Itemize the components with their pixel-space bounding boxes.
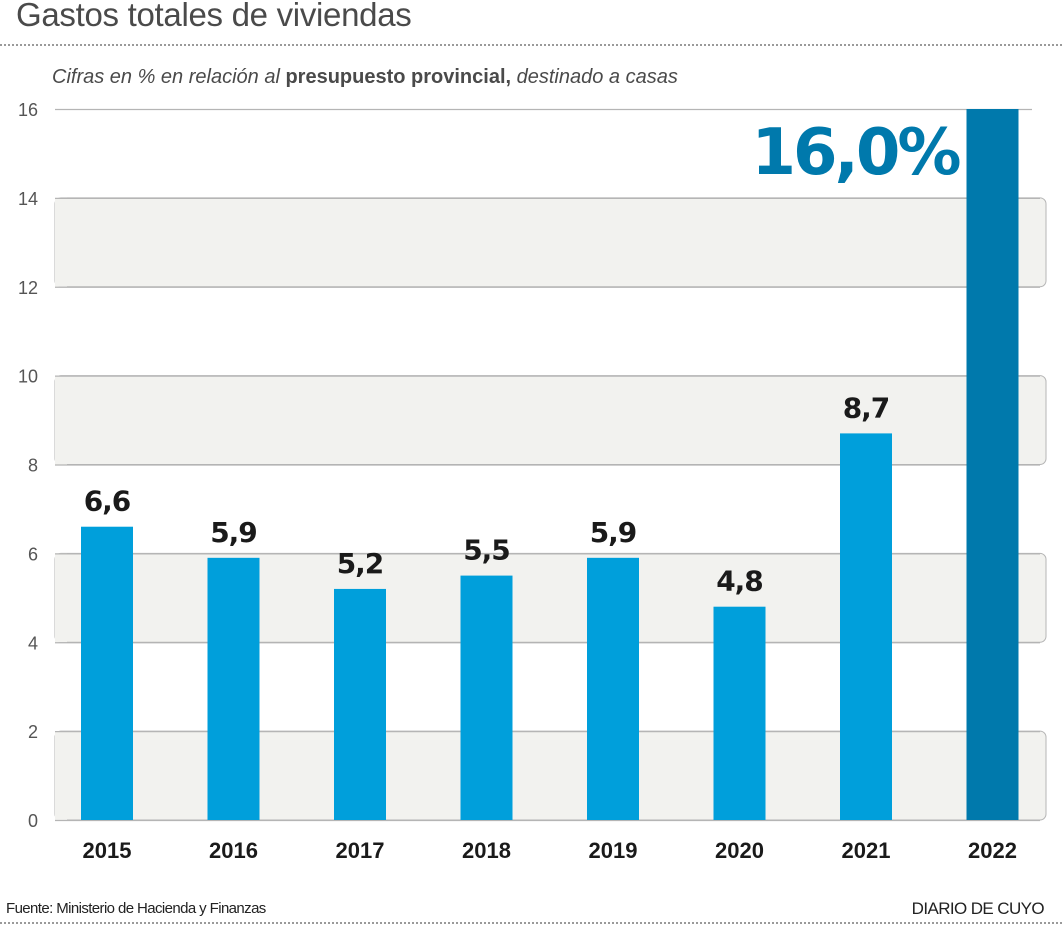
data-label: 5,9 (590, 516, 637, 549)
x-tick-label: 2015 (83, 838, 132, 863)
y-tick-label: 8 (28, 456, 38, 476)
grid-band-left-fill (55, 553, 67, 643)
data-label: 5,2 (337, 547, 384, 580)
x-tick-label: 2019 (589, 838, 638, 863)
data-label: 6,6 (84, 485, 131, 518)
subtitle-part3: destinado a casas (511, 66, 678, 88)
x-tick-label: 2020 (715, 838, 764, 863)
x-tick-label: 2017 (336, 838, 385, 863)
data-label: 5,9 (210, 516, 257, 549)
grid-band-left-fill (55, 731, 67, 820)
y-tick-label: 0 (28, 811, 38, 831)
y-tick-label: 2 (28, 722, 38, 742)
bar-2020 (713, 606, 766, 820)
y-tick-label: 4 (28, 633, 38, 653)
grid-band-left-fill (55, 375, 67, 465)
x-tick-label: 2022 (968, 838, 1017, 863)
bar-2019 (587, 557, 639, 820)
subtitle-part1: Cifras en % en relación al (52, 66, 286, 88)
bar-2017 (334, 588, 386, 820)
source-note: Fuente: Ministerio de Hacienda y Finanza… (6, 900, 266, 917)
x-tick-label: 2021 (842, 838, 891, 863)
bar-2021 (840, 433, 892, 820)
bar-2022 (966, 109, 1019, 820)
grid-band (54, 197, 1047, 288)
bar-2016 (207, 557, 260, 820)
grid-band (54, 552, 1047, 643)
data-label: 8,7 (843, 391, 890, 424)
grid-band (54, 730, 1047, 821)
y-tick-label: 12 (18, 278, 38, 298)
x-tick-label: 2016 (209, 838, 258, 863)
data-label: 4,8 (716, 565, 763, 598)
chart-title: Gastos totales de viviendas (16, 0, 412, 33)
bar-2018 (460, 575, 513, 820)
y-tick-label: 16 (18, 100, 38, 120)
data-label-highlight: 16,0% (751, 116, 960, 190)
grid-band-left-fill (55, 197, 67, 287)
y-tick-label: 6 (28, 544, 38, 564)
title-divider (0, 44, 1062, 46)
data-label: 5,5 (463, 534, 510, 567)
subtitle-part2: presupuesto provincial, (285, 66, 512, 88)
bar-2015 (81, 526, 133, 820)
footer-divider (0, 922, 1062, 924)
grid-band (54, 375, 1047, 465)
x-tick-label: 2018 (462, 838, 511, 863)
y-tick-label: 14 (18, 189, 38, 209)
bar-chart: 0 2 4 6 8 10 12 14 16 2015 6,6 2016 5,9 2017 5,2 2018 5,… (18, 100, 1047, 863)
brand-label: DIARIO DE CUYO (911, 899, 1045, 918)
y-tick-label: 10 (18, 367, 38, 387)
chart-subtitle: Cifras en % en relación al presupuesto p… (52, 66, 678, 89)
